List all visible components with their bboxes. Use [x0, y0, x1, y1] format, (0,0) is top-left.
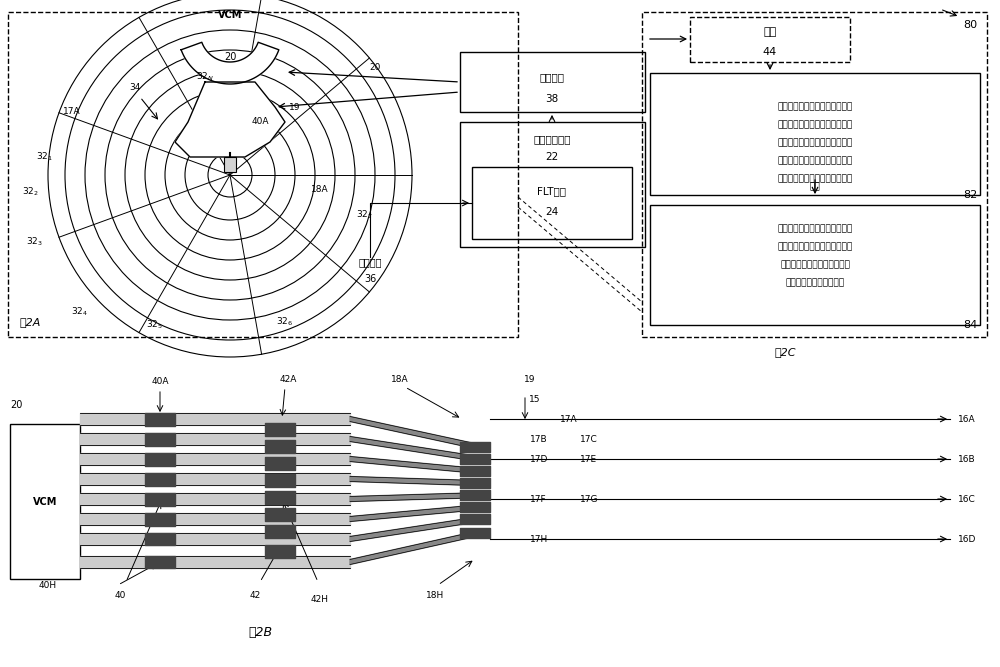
Text: 控制电路系统: 控制电路系统	[533, 134, 571, 144]
Text: $32_N$: $32_N$	[196, 71, 214, 83]
Text: 的施主物理磁道的扇区的至少一: 的施主物理磁道的扇区的至少一	[777, 175, 853, 183]
Polygon shape	[350, 493, 480, 502]
Text: 17C: 17C	[580, 434, 598, 444]
Text: 图2C: 图2C	[774, 347, 796, 357]
Text: 将逻辑磁道指派给盘表面的物理: 将逻辑磁道指派给盘表面的物理	[777, 103, 853, 111]
Text: 44: 44	[763, 47, 777, 57]
Text: 24: 24	[545, 207, 559, 217]
Text: 17H: 17H	[530, 534, 548, 544]
Text: 34: 34	[129, 83, 141, 91]
Text: 17A: 17A	[63, 107, 81, 117]
Text: $32_3$: $32_3$	[26, 235, 44, 248]
Text: 主机: 主机	[763, 27, 777, 37]
Text: $32_1$: $32_1$	[36, 151, 54, 163]
Text: 18H: 18H	[426, 590, 444, 600]
Text: 使用接近第一盘表面的第一磁头: 使用接近第一盘表面的第一磁头	[777, 225, 853, 233]
Text: 40A: 40A	[251, 117, 269, 127]
Text: $32_6$: $32_6$	[276, 315, 294, 328]
Text: 17B: 17B	[530, 434, 548, 444]
Text: VCM: VCM	[218, 10, 242, 20]
Text: 20: 20	[10, 400, 22, 410]
Text: 22: 22	[545, 152, 559, 162]
Text: 16B: 16B	[958, 454, 976, 464]
Text: 18A: 18A	[311, 185, 329, 193]
Text: 40: 40	[114, 590, 126, 600]
Polygon shape	[175, 82, 285, 157]
Text: 和接近第二盘表面的第二磁头来: 和接近第二盘表面的第二磁头来	[777, 243, 853, 251]
Text: 17E: 17E	[580, 454, 597, 464]
Text: 部分: 部分	[810, 182, 820, 191]
Text: $32_4$: $32_4$	[71, 305, 89, 318]
Polygon shape	[350, 436, 480, 462]
Text: 17D: 17D	[530, 454, 548, 464]
Text: 17A: 17A	[560, 414, 578, 424]
Text: $32_7$: $32_7$	[356, 209, 374, 221]
Polygon shape	[350, 476, 480, 486]
Text: 图2B: 图2B	[248, 626, 272, 638]
Text: 15: 15	[529, 394, 541, 404]
Text: 82: 82	[963, 190, 977, 200]
Polygon shape	[350, 456, 480, 474]
Text: 19: 19	[289, 103, 301, 111]
Text: 区的至少一部分和第二盘表面上: 区的至少一部分和第二盘表面上	[777, 157, 853, 165]
Polygon shape	[350, 416, 480, 450]
Polygon shape	[181, 42, 279, 84]
Text: 17G: 17G	[580, 494, 598, 504]
Text: 20: 20	[369, 63, 381, 71]
Text: 16C: 16C	[958, 494, 976, 504]
Text: 42H: 42H	[311, 594, 329, 604]
Text: 执行对逻辑磁道中的至少一个: 执行对逻辑磁道中的至少一个	[780, 261, 850, 269]
Polygon shape	[350, 505, 480, 522]
Text: 80: 80	[963, 20, 977, 30]
Polygon shape	[350, 530, 480, 564]
Text: $32_2$: $32_2$	[22, 185, 38, 198]
Text: 16D: 16D	[958, 534, 976, 544]
Text: 36: 36	[364, 274, 376, 284]
Text: 20: 20	[224, 52, 236, 62]
Text: 磁头控制: 磁头控制	[540, 72, 564, 82]
Polygon shape	[350, 517, 480, 542]
Text: 图2A: 图2A	[19, 317, 41, 327]
Text: 第一盘表面上的主物理磁道的扇: 第一盘表面上的主物理磁道的扇	[777, 139, 853, 147]
Text: 40H: 40H	[39, 580, 57, 590]
Text: 40A: 40A	[151, 378, 169, 386]
Text: 16A: 16A	[958, 414, 976, 424]
FancyBboxPatch shape	[224, 157, 236, 172]
Text: 38: 38	[545, 94, 559, 104]
Text: 19: 19	[524, 374, 536, 384]
Text: $32_5$: $32_5$	[146, 319, 164, 331]
Text: 18A: 18A	[391, 374, 409, 384]
Text: FLT模块: FLT模块	[538, 186, 566, 196]
Text: 磁头信号: 磁头信号	[358, 257, 382, 267]
Text: VCM: VCM	[33, 497, 57, 507]
Text: 逻辑磁道的数据访问操作: 逻辑磁道的数据访问操作	[785, 279, 845, 287]
Text: 17F: 17F	[530, 494, 547, 504]
Text: 84: 84	[963, 320, 977, 330]
Text: 42: 42	[249, 590, 261, 600]
Text: 磁道，使得相应的逻辑磁道包括: 磁道，使得相应的逻辑磁道包括	[777, 121, 853, 129]
Text: 42A: 42A	[279, 374, 297, 384]
